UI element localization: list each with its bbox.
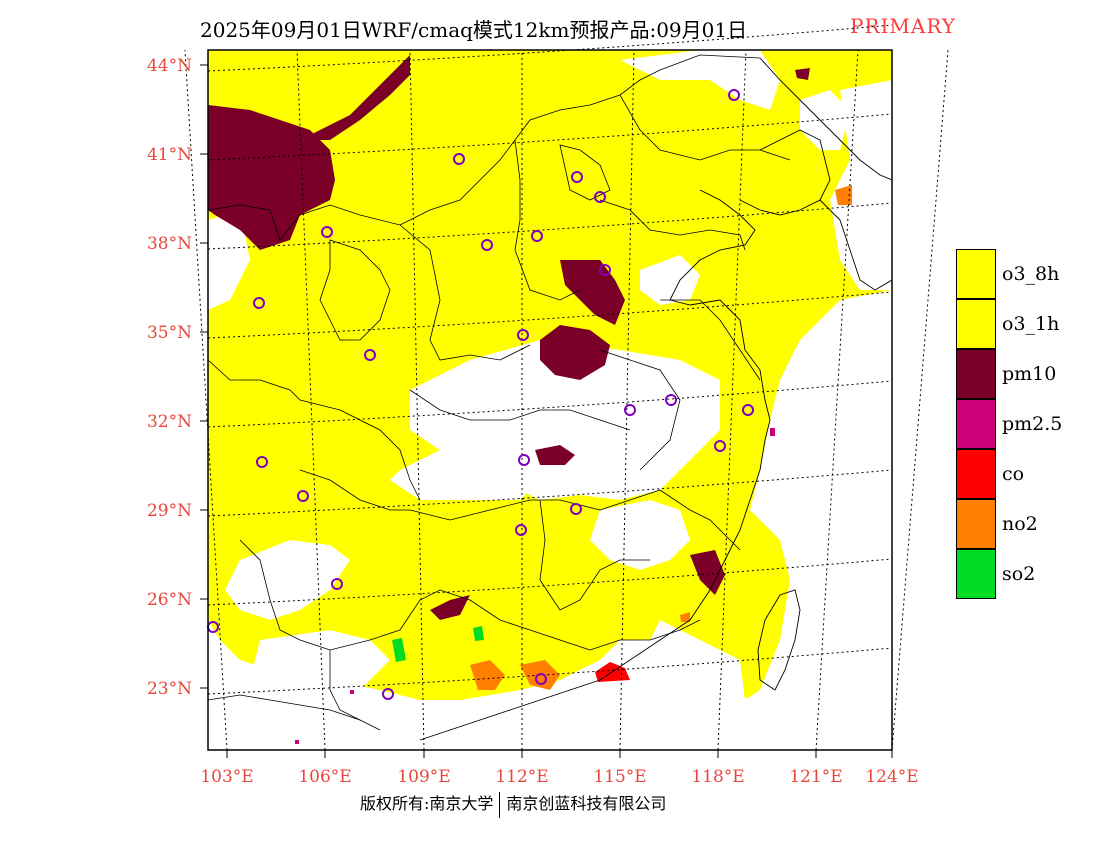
lat-label: 29°N	[147, 501, 192, 521]
footer-left: 版权所有:南京大学	[360, 794, 494, 813]
graticule	[184, 24, 949, 751]
graticule-meridian	[409, 49, 425, 751]
legend-label: pm10	[1002, 363, 1057, 385]
lon-label: 112°E	[495, 767, 548, 787]
legend-label: co	[1002, 463, 1025, 485]
legend-swatch	[956, 349, 996, 399]
pm25-area	[295, 428, 775, 744]
lat-label: 44°N	[147, 56, 192, 76]
legend-swatch	[956, 549, 996, 599]
legend-swatch	[956, 299, 996, 349]
station-marker	[515, 524, 527, 536]
so2-area	[392, 626, 484, 662]
coastline	[419, 57, 893, 741]
station-marker	[742, 404, 754, 416]
graticule-meridian	[619, 49, 635, 751]
station-marker	[531, 230, 543, 242]
station-marker	[256, 456, 268, 468]
legend-label: no2	[1002, 513, 1038, 535]
station-marker	[624, 404, 636, 416]
legend-item: o3_8h	[955, 249, 1095, 299]
lon-label: 109°E	[397, 767, 450, 787]
legend-item: pm2.5	[955, 399, 1095, 449]
legend-swatch	[956, 449, 996, 499]
station-marker	[364, 349, 376, 361]
title-main: 2025年09月01日WRF/cmaq模式12km预报产品:09月01日	[200, 18, 748, 42]
legend-label: pm2.5	[1002, 413, 1063, 435]
legend-label: o3_8h	[1002, 263, 1060, 285]
footer-separator	[499, 791, 501, 818]
station-marker	[517, 329, 529, 341]
graticule-meridian	[891, 49, 949, 751]
lon-label: 118°E	[691, 767, 744, 787]
station-marker	[535, 673, 547, 685]
lat-label: 32°N	[147, 412, 192, 432]
graticule-meridian	[184, 49, 228, 751]
legend-item: co	[955, 449, 1095, 499]
station-marker	[518, 454, 530, 466]
clean-area	[208, 50, 892, 750]
legend-item: no2	[955, 499, 1095, 549]
station-marker	[321, 226, 333, 238]
graticule-meridian	[815, 49, 859, 751]
station-marker	[331, 578, 343, 590]
legend: o3_8h o3_1h pm10 pm2.5 co no2 so2	[955, 249, 1095, 599]
legend-item: pm10	[955, 349, 1095, 399]
station-marker	[571, 171, 583, 183]
no2-area	[470, 185, 852, 690]
copyright-footer: 版权所有:南京大学 南京创蓝科技有限公司	[360, 790, 666, 818]
latitude-labels: 44°N 41°N 38°N 35°N 32°N 29°N 26°N 23°N	[147, 56, 208, 699]
map-frame	[207, 49, 893, 751]
pm10-area	[208, 55, 810, 620]
lat-label: 26°N	[147, 590, 192, 610]
footer-right: 南京创蓝科技有限公司	[506, 794, 667, 813]
station-marker	[453, 153, 465, 165]
lon-label: 103°E	[200, 767, 253, 787]
legend-item: so2	[955, 549, 1095, 599]
legend-swatch	[956, 499, 996, 549]
graticule-meridian	[296, 49, 326, 751]
longitude-labels: 103°E 106°E 109°E 112°E 115°E 118°E 121°E 124°E	[200, 750, 919, 787]
legend-label: so2	[1002, 563, 1036, 585]
station-marker	[714, 440, 726, 452]
chart-title: 2025年09月01日WRF/cmaq模式12km预报产品:09月01日 PRI…	[0, 10, 1100, 42]
station-marker	[594, 191, 606, 203]
station-marker	[728, 89, 740, 101]
legend-label: o3_1h	[1002, 313, 1060, 335]
station-markers	[207, 89, 754, 700]
station-marker	[481, 239, 493, 251]
lon-label: 124°E	[865, 767, 918, 787]
lon-label: 121°E	[789, 767, 842, 787]
station-marker	[253, 297, 265, 309]
lat-label: 41°N	[147, 145, 192, 165]
station-marker	[297, 490, 309, 502]
legend-swatch	[956, 249, 996, 299]
taiwan-outline	[757, 589, 801, 691]
station-marker	[382, 688, 394, 700]
lat-label: 35°N	[147, 323, 192, 343]
station-marker	[665, 394, 677, 406]
lat-label: 38°N	[147, 234, 192, 254]
graticule-meridian	[717, 49, 747, 751]
legend-swatch	[956, 399, 996, 449]
station-marker	[599, 264, 611, 276]
lon-label: 106°E	[298, 767, 351, 787]
station-marker	[570, 503, 582, 515]
lon-label: 115°E	[593, 767, 646, 787]
title-tag: PRIMARY	[850, 14, 956, 38]
legend-item: o3_1h	[955, 299, 1095, 349]
southern-coast	[207, 694, 361, 721]
lat-label: 23°N	[147, 679, 192, 699]
